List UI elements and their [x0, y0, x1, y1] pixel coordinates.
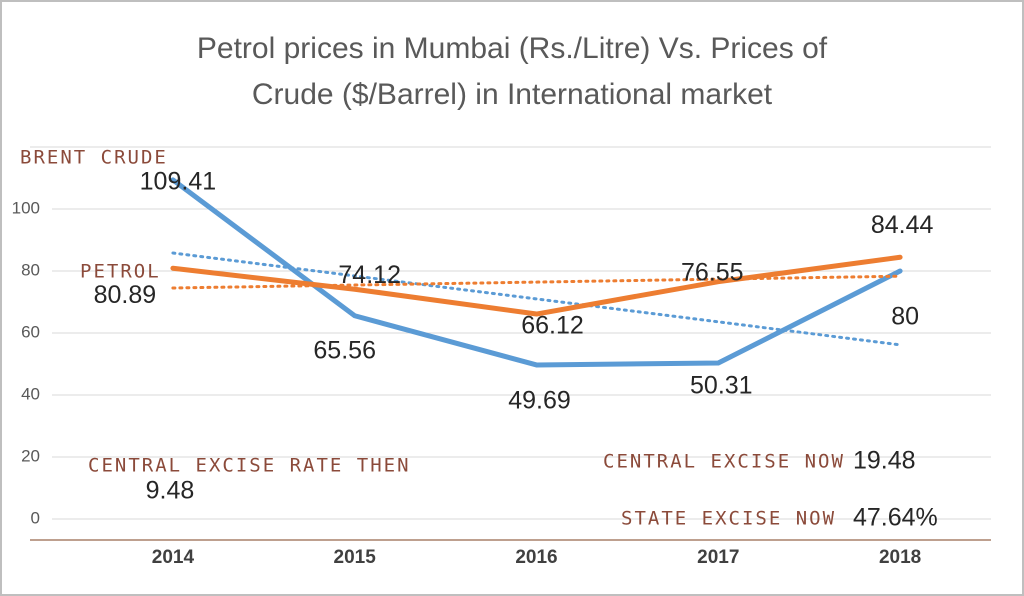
x-tick-label: 2015: [334, 547, 377, 568]
y-tick-label: 100: [12, 198, 40, 217]
data-label: 80.89: [94, 281, 157, 309]
series-label: BRENT CRUDE: [20, 147, 168, 169]
series-line: [170, 177, 903, 368]
trendline: [171, 274, 902, 290]
y-tick-label: 0: [31, 508, 40, 527]
x-tick-label: 2016: [515, 547, 557, 568]
y-tick-label: 20: [21, 446, 40, 465]
data-label: 84.44: [871, 211, 934, 239]
data-label: 66.12: [521, 312, 584, 340]
y-tick-label: 60: [21, 322, 40, 341]
y-tick-label: 80: [21, 260, 40, 279]
annotation-value: 47.64%: [853, 504, 938, 532]
y-tick-label: 40: [21, 384, 40, 403]
data-label: 74.12: [338, 261, 401, 289]
annotation-value: 9.48: [146, 477, 195, 505]
series-line: [170, 254, 903, 317]
annotation-value: 19.48: [853, 447, 916, 475]
data-label: 50.31: [690, 372, 753, 400]
data-label: 49.69: [508, 387, 571, 415]
series-label: PETROL: [80, 261, 161, 283]
annotation-label: CENTRAL EXCISE RATE THEN: [88, 455, 411, 477]
data-label: 65.56: [313, 336, 376, 364]
annotation-label: STATE EXCISE NOW: [621, 508, 836, 530]
chart-title: Crude ($/Barrel) in International market: [252, 78, 773, 111]
annotation-label: CENTRAL EXCISE NOW: [603, 451, 845, 473]
chart-title: Petrol prices in Mumbai (Rs./Litre) Vs. …: [197, 32, 828, 65]
x-tick-label: 2017: [697, 547, 739, 568]
data-label: 80: [891, 303, 919, 331]
x-tick-label: 2014: [152, 547, 195, 568]
data-label: 109.41: [140, 167, 216, 195]
data-label: 76.55: [681, 258, 744, 286]
x-tick-label: 2018: [879, 547, 921, 568]
